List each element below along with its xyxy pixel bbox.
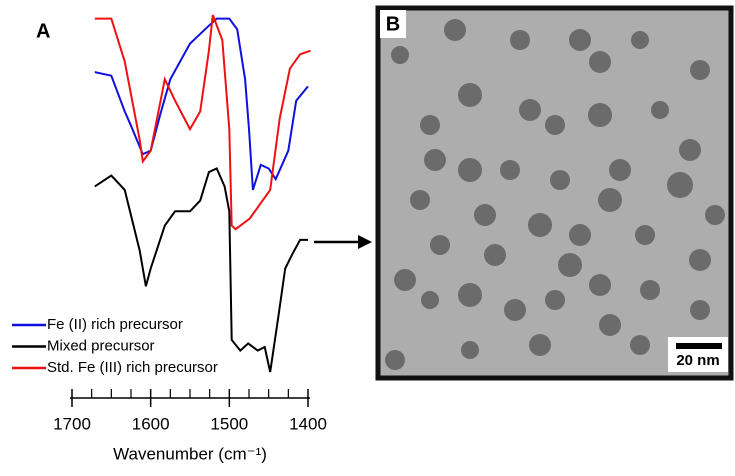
legend-label: Std. Fe (III) rich precursor bbox=[47, 359, 218, 376]
x-tick-label: 1500 bbox=[210, 414, 248, 433]
spectrum-line bbox=[94, 167, 308, 373]
scale-bar-label: 20 nm bbox=[676, 352, 719, 369]
arrow bbox=[314, 235, 372, 249]
x-axis-label: Wavenumber (cm⁻¹) bbox=[113, 444, 267, 463]
spectrum-line bbox=[94, 14, 311, 231]
panel-label: A bbox=[36, 20, 50, 42]
panel-label: B bbox=[386, 13, 400, 35]
tem-image bbox=[375, 5, 734, 381]
x-tick-label: 1400 bbox=[289, 414, 327, 433]
x-tick-label: 1700 bbox=[53, 414, 91, 433]
x-tick-label: 1600 bbox=[132, 414, 170, 433]
legend-label: Mixed precursor bbox=[47, 337, 155, 354]
legend-label: Fe (II) rich precursor bbox=[47, 316, 183, 333]
